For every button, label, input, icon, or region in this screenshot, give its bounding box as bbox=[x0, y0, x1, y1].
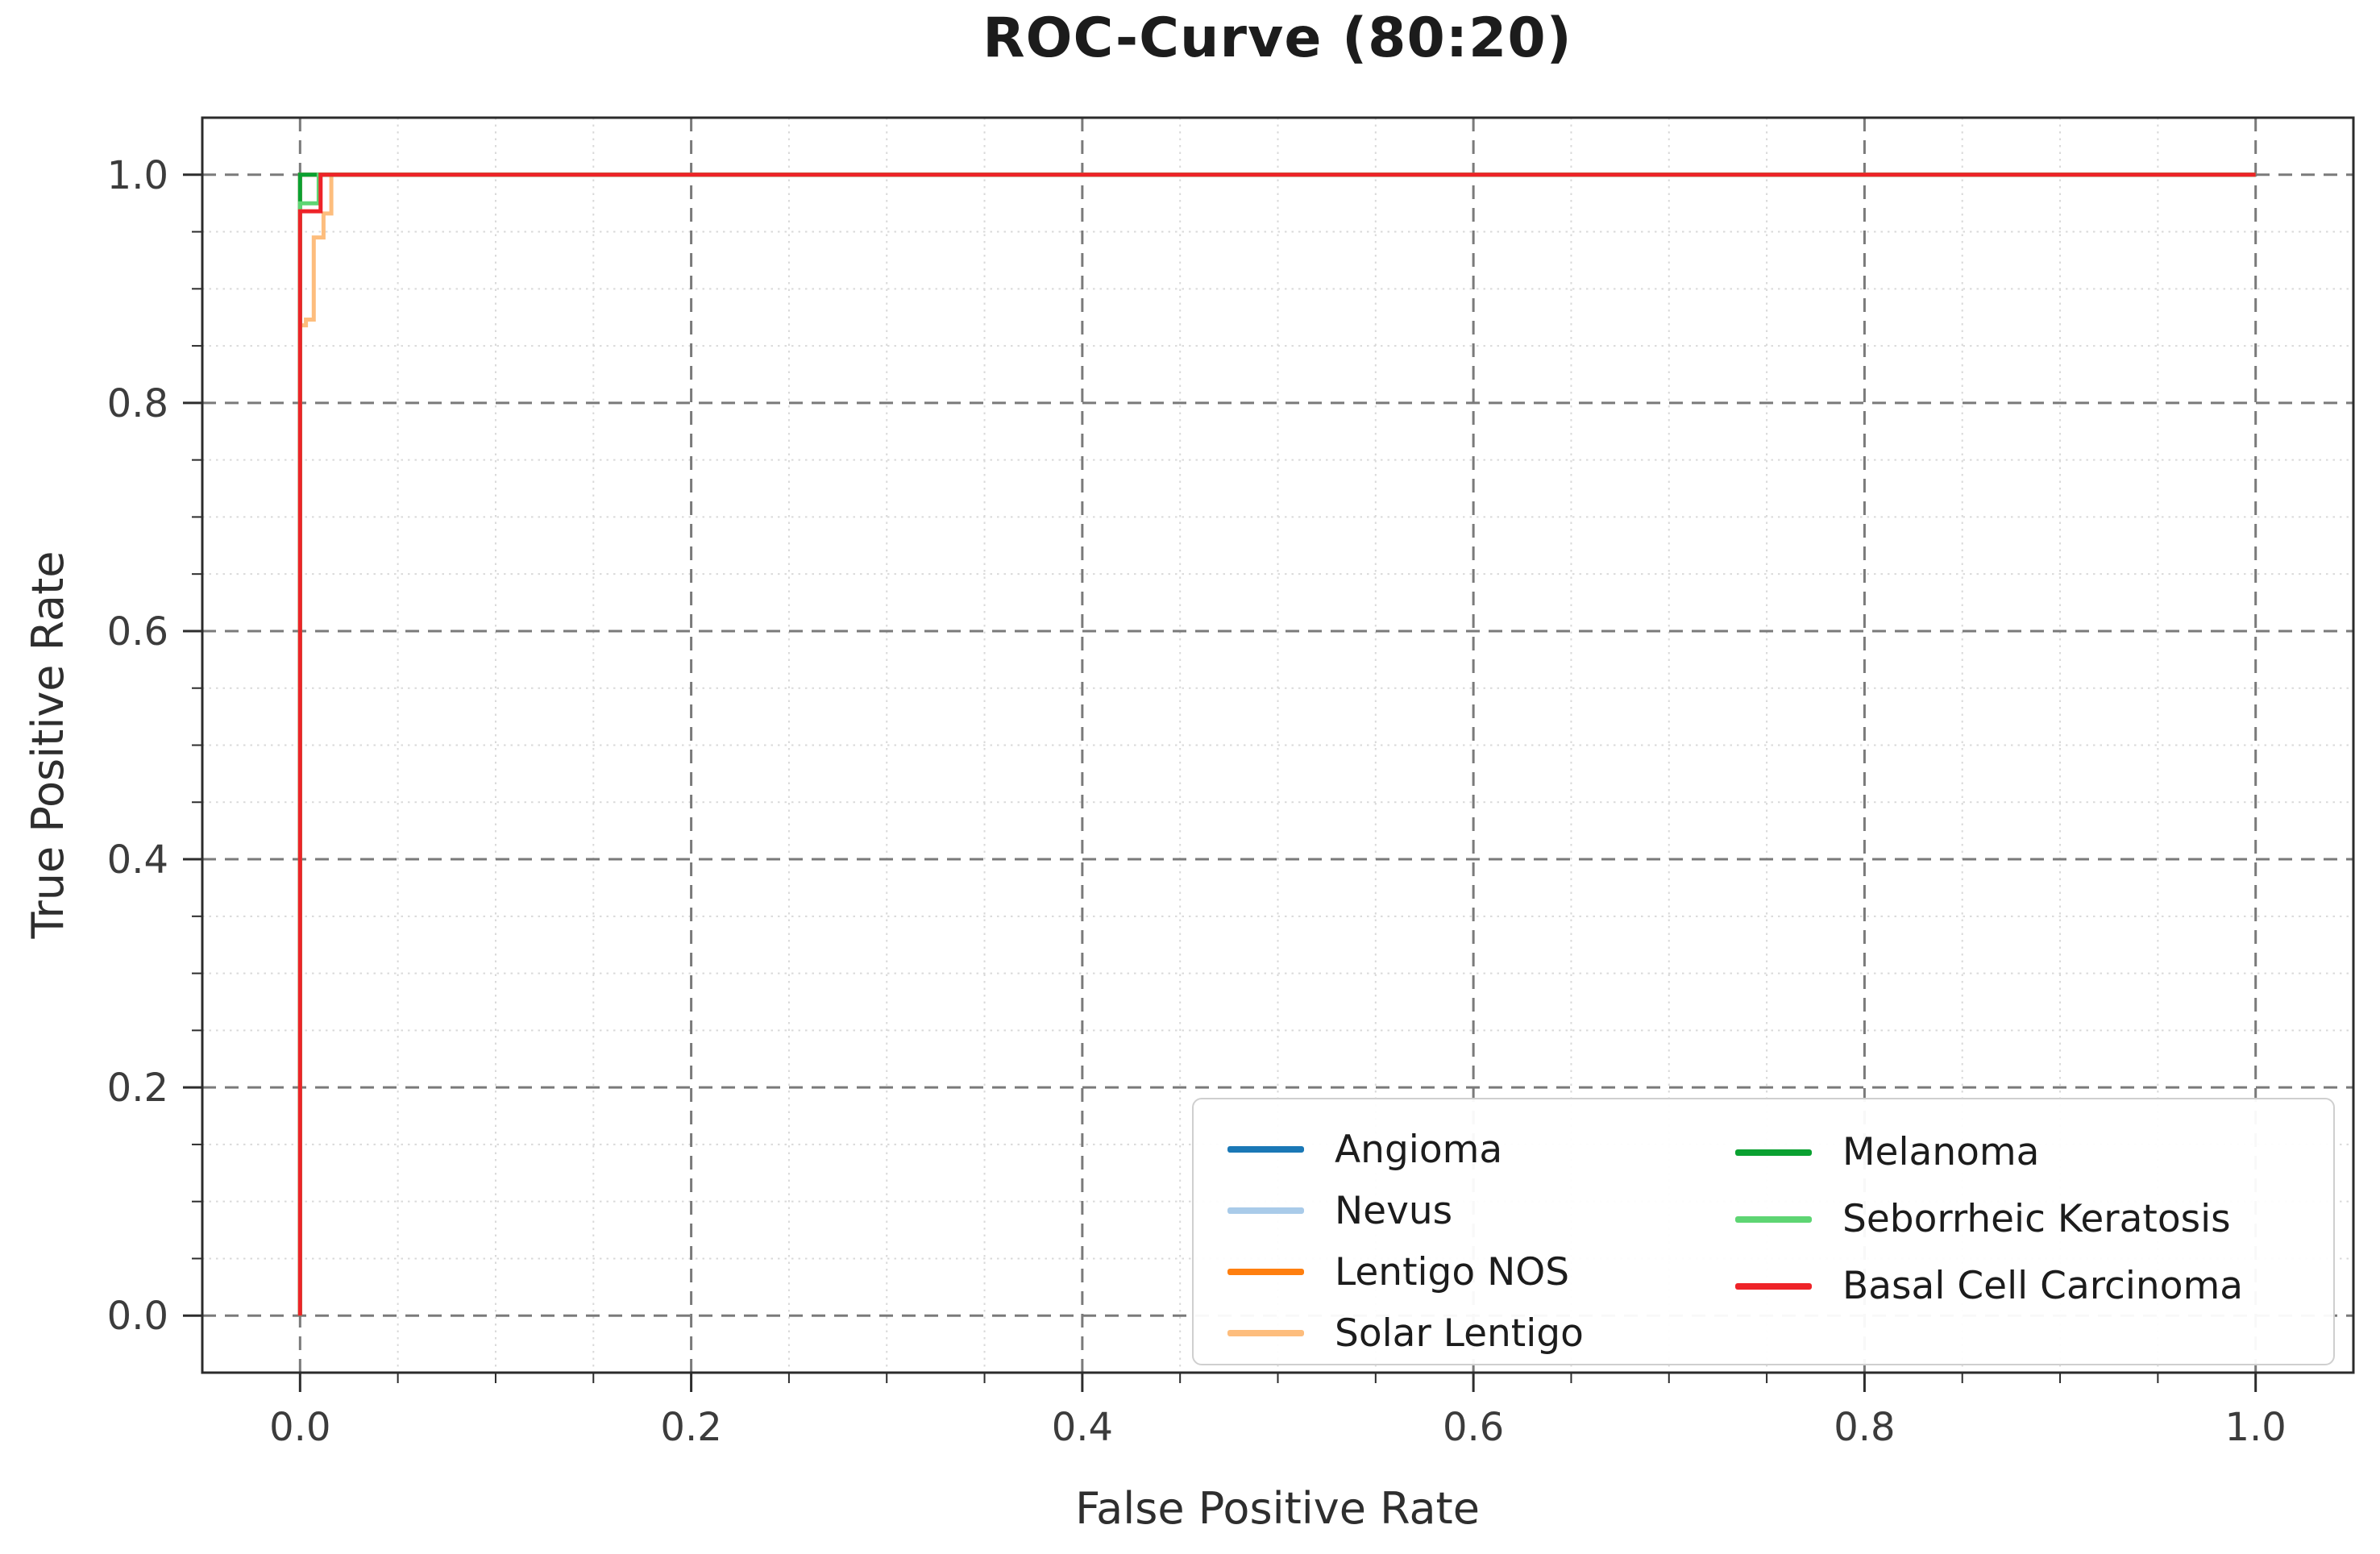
y-tick-label: 0.8 bbox=[107, 381, 168, 426]
legend-column-1: Angioma Nevus Lentigo NOS Solar Lentigo bbox=[1227, 1119, 1735, 1364]
legend-column-2: Melanoma Seborrheic Keratosis Basal Cell C… bbox=[1735, 1119, 2325, 1364]
legend-item-basal-cell-carcinoma: Basal Cell Carcinoma bbox=[1735, 1253, 2325, 1319]
curve-solar-lentigo bbox=[297, 172, 2256, 1316]
legend-label: Angioma bbox=[1335, 1127, 1503, 1172]
y-axis-label: True Positive Rate bbox=[23, 551, 73, 939]
tick-labels: 0.0 0.2 0.4 0.6 0.8 1.0 0.0 0.2 0.4 0.6 0.8 1.0 bbox=[107, 153, 2287, 1450]
legend: Angioma Nevus Lentigo NOS Solar Lentigo Mel… bbox=[1192, 1098, 2335, 1365]
legend-item-melanoma: Melanoma bbox=[1735, 1119, 2325, 1186]
legend-swatch bbox=[1227, 1330, 1304, 1336]
legend-swatch bbox=[1735, 1282, 1812, 1290]
legend-item-solar-lentigo: Solar Lentigo bbox=[1227, 1303, 1735, 1364]
chart-title: ROC-Curve (80:20) bbox=[982, 6, 1572, 70]
y-tick-label: 0.4 bbox=[107, 837, 168, 883]
legend-swatch bbox=[1227, 1269, 1304, 1275]
y-tick-label: 0.6 bbox=[107, 609, 168, 654]
legend-label: Nevus bbox=[1335, 1188, 1453, 1233]
x-tick-label: 0.0 bbox=[269, 1405, 330, 1450]
legend-swatch bbox=[1735, 1215, 1812, 1223]
legend-label: Seborrheic Keratosis bbox=[1842, 1197, 2231, 1241]
legend-label: Solar Lentigo bbox=[1335, 1311, 1584, 1356]
axis-ticks bbox=[183, 173, 2257, 1392]
legend-item-nevus: Nevus bbox=[1227, 1180, 1735, 1241]
legend-label: Basal Cell Carcinoma bbox=[1842, 1264, 2244, 1308]
legend-label: Melanoma bbox=[1842, 1130, 2040, 1174]
x-tick-label: 0.2 bbox=[660, 1405, 721, 1450]
legend-swatch bbox=[1227, 1146, 1304, 1153]
x-axis-label: False Positive Rate bbox=[1075, 1483, 1480, 1534]
y-tick-label: 0.0 bbox=[107, 1294, 168, 1339]
curve-basal-cell-carcinoma bbox=[297, 172, 2256, 1316]
legend-item-lentigo-nos: Lentigo NOS bbox=[1227, 1241, 1735, 1303]
x-tick-label: 0.6 bbox=[1443, 1405, 1504, 1450]
y-tick-label: 0.2 bbox=[107, 1066, 168, 1111]
x-tick-label: 1.0 bbox=[2225, 1405, 2287, 1450]
roc-curves bbox=[297, 172, 2256, 1316]
x-tick-label: 0.8 bbox=[1834, 1405, 1895, 1450]
legend-swatch bbox=[1735, 1149, 1812, 1156]
legend-swatch bbox=[1227, 1207, 1304, 1214]
x-tick-label: 0.4 bbox=[1052, 1405, 1113, 1450]
legend-item-seborrheic-keratosis: Seborrheic Keratosis bbox=[1735, 1186, 2325, 1253]
legend-item-angioma: Angioma bbox=[1227, 1119, 1735, 1180]
y-tick-label: 1.0 bbox=[107, 153, 168, 198]
legend-label: Lentigo NOS bbox=[1335, 1249, 1570, 1294]
